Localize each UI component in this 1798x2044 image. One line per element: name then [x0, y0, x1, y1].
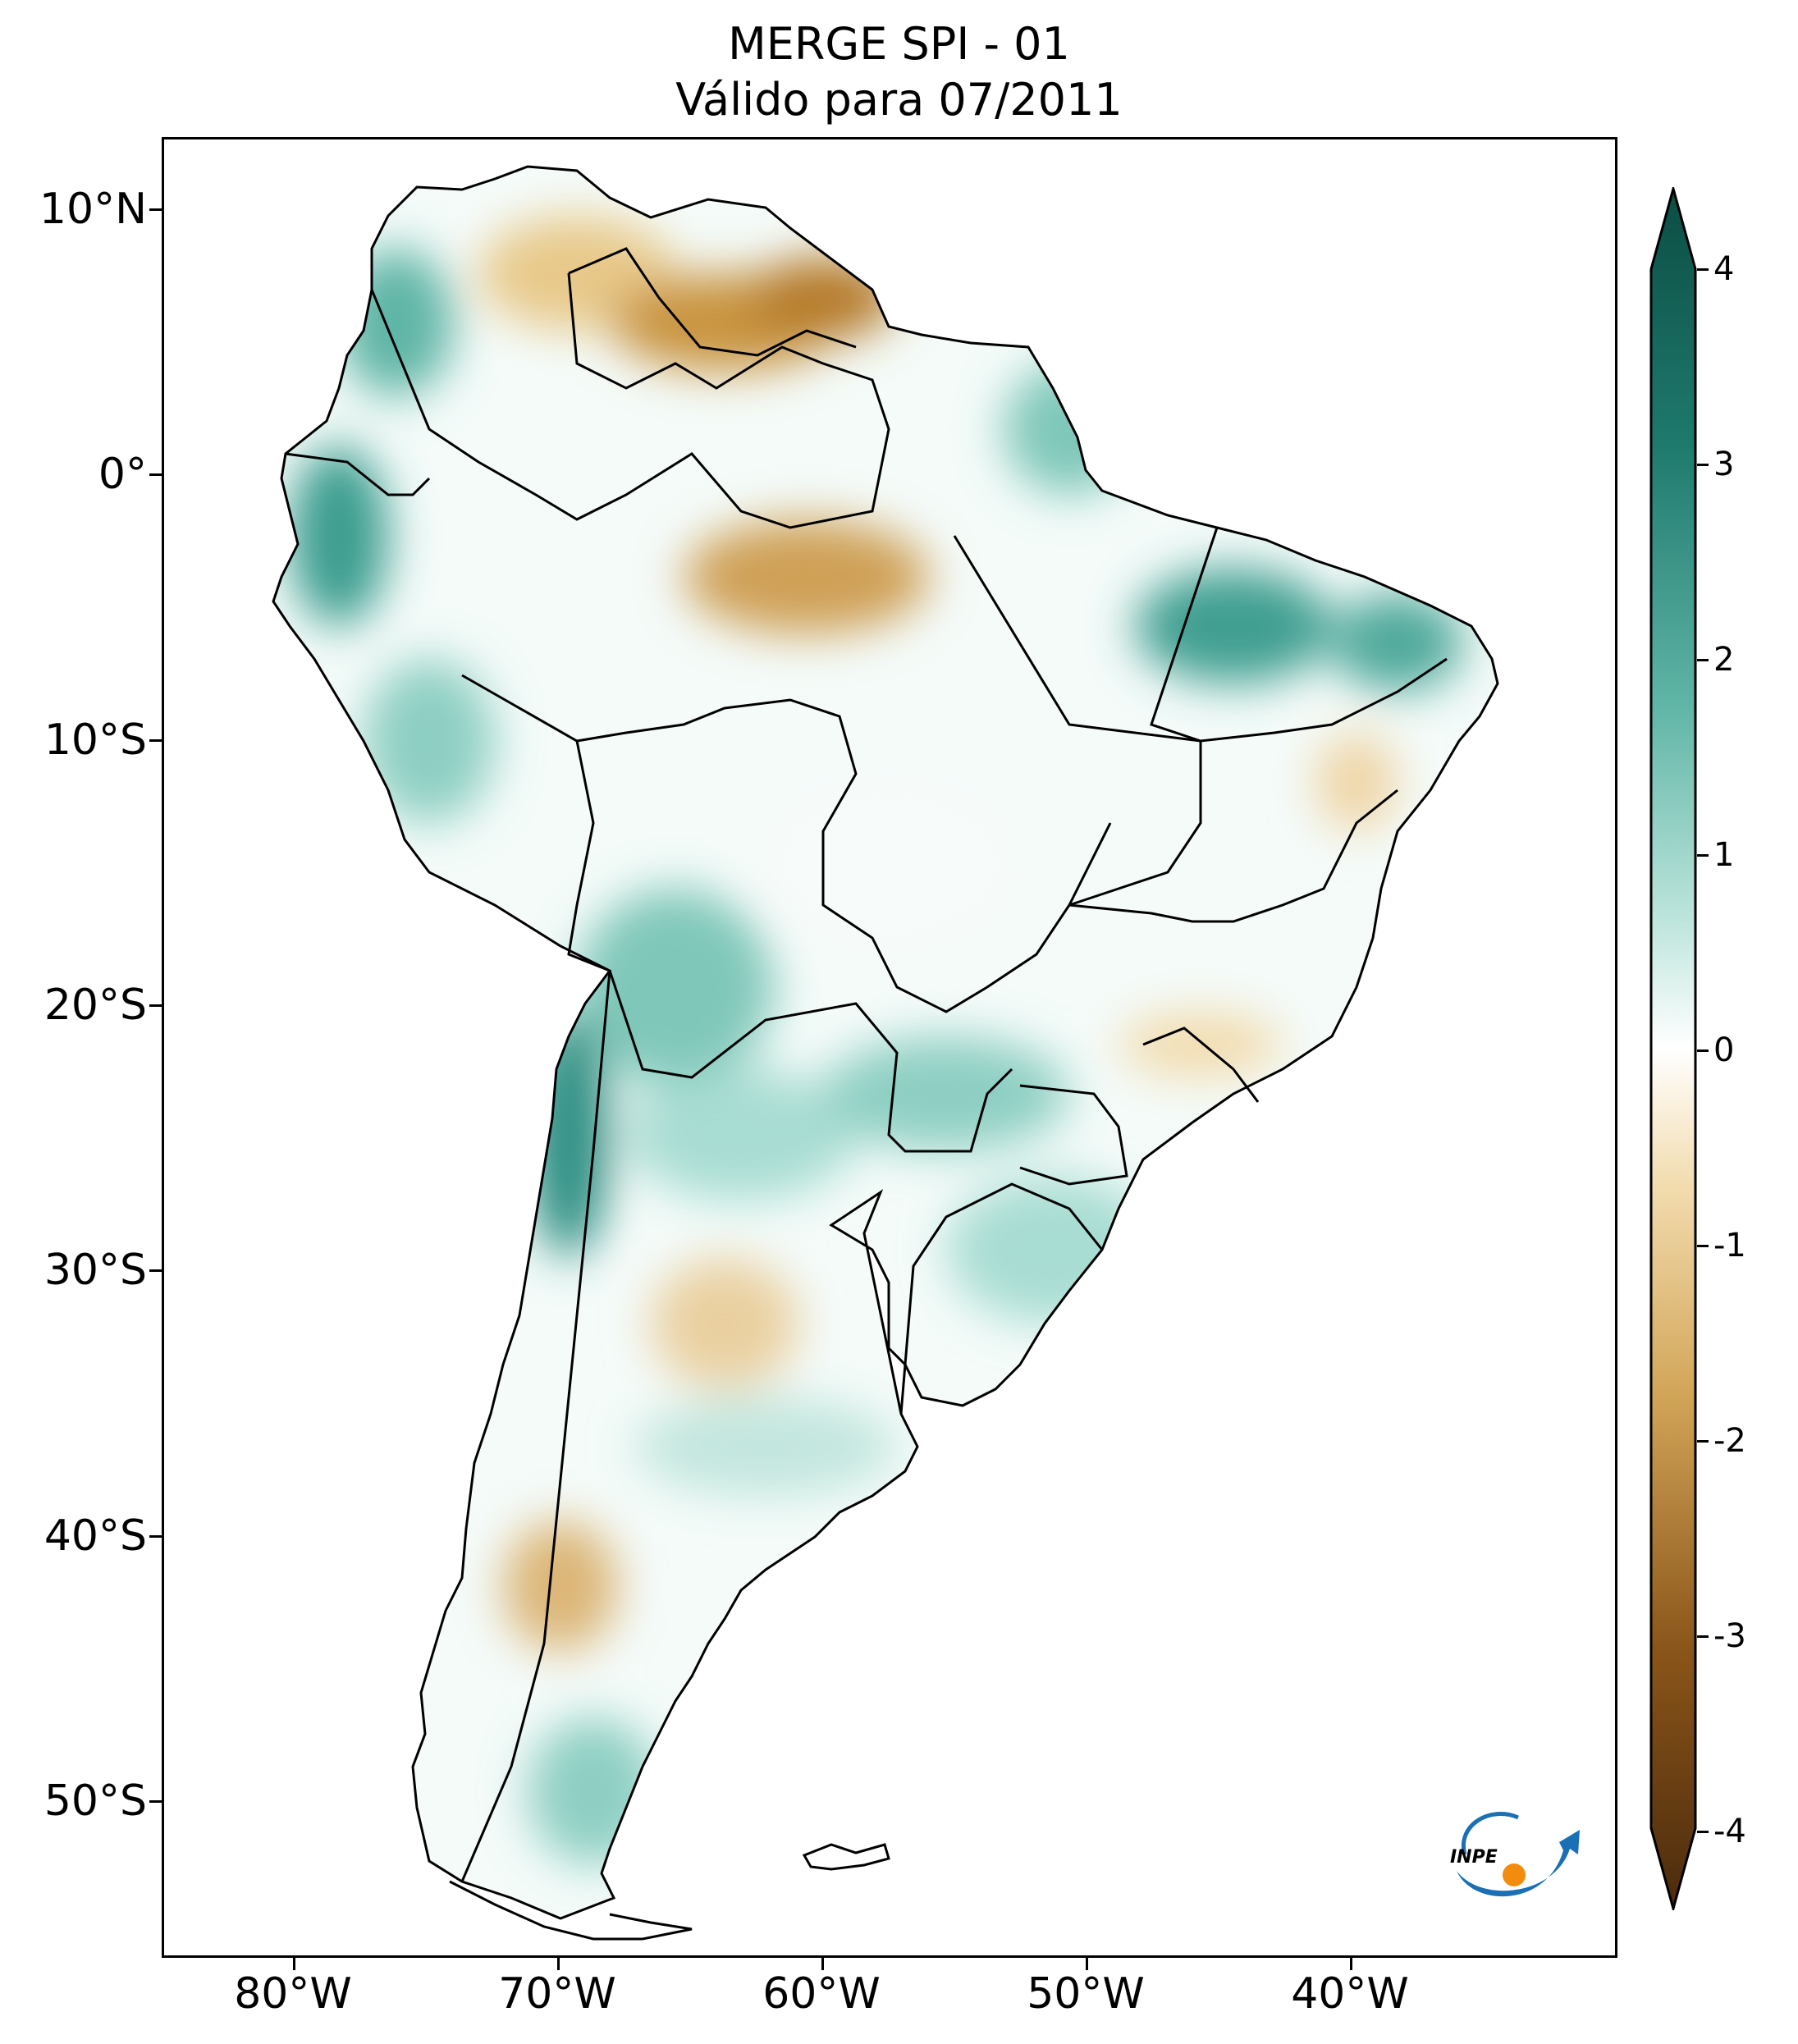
spi-anomaly-wet	[577, 889, 774, 1086]
spi-anomaly-wet	[634, 1397, 897, 1496]
border-brazil-states-sp	[1142, 1027, 1260, 1103]
spi-anomaly-wet	[1332, 593, 1463, 692]
border-uruguay	[899, 1182, 1104, 1415]
spi-anomaly-wet	[528, 1717, 659, 1865]
spi-field	[273, 167, 1498, 1918]
logo-dot-icon	[1503, 1863, 1526, 1886]
colorbar-tick	[1697, 268, 1709, 271]
lat-tick	[149, 739, 162, 742]
colorbar-tick	[1697, 1245, 1709, 1247]
lat-label-40s: 40°S	[43, 1511, 147, 1561]
spi-anomaly-wet	[946, 1176, 1160, 1324]
falkland-islands	[802, 1843, 890, 1871]
lon-label-40w: 40°W	[1291, 1969, 1409, 2019]
lon-tick	[557, 1958, 560, 1970]
colorbar-label-3: 3	[1713, 446, 1735, 483]
colorbar-gradient	[1649, 187, 1697, 1910]
lon-tick	[1350, 1958, 1352, 1970]
tierra-del-fuego	[449, 1880, 693, 1941]
map-title: MERGE SPI - 01	[728, 18, 1070, 70]
colorbar-label-2: 2	[1713, 641, 1735, 679]
lat-label-0: 0°	[98, 450, 147, 499]
lon-tick	[293, 1958, 295, 1970]
country-borders	[285, 247, 1448, 1882]
border-peru-bolivia	[567, 740, 611, 972]
colorbar-label-minus2: -2	[1713, 1422, 1746, 1460]
colorbar-label-minus3: -3	[1713, 1617, 1746, 1655]
border-brazil-states-south	[1019, 1084, 1128, 1186]
spi-anomaly-wet	[528, 1012, 610, 1258]
lon-label-60w: 60°W	[762, 1969, 881, 2019]
colorbar-tick	[1697, 659, 1709, 661]
lat-label-10s: 10°S	[43, 716, 147, 765]
lat-tick	[149, 1269, 162, 1272]
logo-orbit-icon	[1462, 1812, 1519, 1855]
border-brazil-states-ne	[1150, 527, 1448, 743]
spi-anomaly-wet	[823, 1036, 1069, 1151]
spi-anomaly-wet	[364, 659, 495, 823]
colorbar-tick	[1697, 854, 1709, 857]
lat-label-10n: 10°N	[39, 185, 147, 234]
lat-tick	[149, 1004, 162, 1007]
spi-anomaly-wet	[626, 1069, 856, 1200]
border-brazil-states-central	[953, 535, 1202, 907]
map-panel	[162, 137, 1617, 1958]
spi-anomaly-dry	[503, 1520, 618, 1652]
inpe-logo: INPE	[1450, 1812, 1580, 1897]
spi-anomaly-dry	[1315, 733, 1398, 831]
colorbar-tick	[1697, 1831, 1709, 1833]
border-brazil-states-se	[1068, 789, 1398, 923]
lon-tick	[1086, 1958, 1088, 1970]
border-bolivia-brazil	[461, 674, 1112, 1013]
lat-label-20s: 20°S	[43, 981, 147, 1030]
border-colombia	[370, 272, 890, 529]
spi-anomaly-dry	[651, 1258, 798, 1389]
colorbar-label-minus1: -1	[1713, 1227, 1746, 1264]
lon-label-80w: 80°W	[234, 1969, 352, 2019]
map-canvas	[272, 165, 1499, 1941]
lat-tick	[149, 208, 162, 211]
spi-anomaly-wet	[1135, 569, 1332, 684]
lat-tick	[149, 473, 162, 476]
spi-anomaly-wet	[339, 249, 454, 396]
colorbar-label-4: 4	[1713, 250, 1735, 288]
border-ecuador	[285, 452, 431, 496]
lat-label-50s: 50°S	[43, 1776, 147, 1826]
colorbar-label-0: 0	[1713, 1031, 1735, 1069]
colorbar-tick	[1697, 1049, 1709, 1052]
colorbar	[1649, 187, 1697, 1910]
colorbar-tick	[1697, 464, 1709, 466]
border-paraguay	[608, 970, 1013, 1153]
spi-anomaly-neutral	[757, 774, 1020, 954]
colorbar-tick	[1697, 1635, 1709, 1638]
colorbar-label-1: 1	[1713, 836, 1735, 874]
lon-tick	[821, 1958, 824, 1970]
map-subtitle: Válido para 07/2011	[675, 74, 1123, 126]
spi-anomaly-wet	[290, 446, 388, 626]
colorbar-label-minus4: -4	[1713, 1813, 1746, 1850]
lat-tick	[149, 1535, 162, 1538]
border-chile-argentina	[460, 970, 611, 1882]
lat-tick	[149, 1800, 162, 1803]
border-venezuela	[568, 247, 857, 357]
continent-coastline	[272, 165, 1499, 1920]
spi-anomaly-wet	[1004, 364, 1135, 495]
lon-label-70w: 70°W	[498, 1969, 616, 2019]
spi-anomaly-dry	[684, 519, 930, 634]
logo-text: INPE	[1450, 1847, 1498, 1868]
lon-label-50w: 50°W	[1027, 1969, 1145, 2019]
colorbar-tick	[1697, 1440, 1709, 1443]
lat-label-30s: 30°S	[43, 1246, 147, 1295]
spi-anomaly-dry	[1119, 1012, 1283, 1077]
